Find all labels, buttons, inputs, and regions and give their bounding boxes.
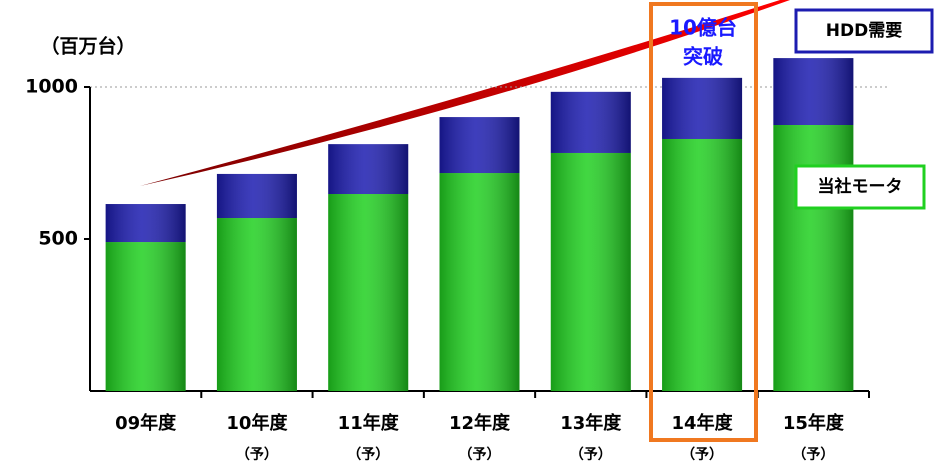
bar-shading — [105, 204, 186, 243]
legend-label: HDD需要 — [826, 21, 902, 41]
bar-shading — [439, 173, 520, 391]
x-tick-note: （予） — [347, 447, 389, 463]
bar-shading — [550, 152, 631, 391]
y-axis-label: （百万台） — [40, 35, 135, 58]
x-tick-label: 12年度 — [449, 412, 511, 434]
legend-label: 当社モータ — [818, 176, 903, 197]
bar-shading — [439, 117, 520, 174]
x-tick-label: 14年度 — [672, 412, 734, 434]
growth-arrow — [140, 0, 790, 186]
legend-box — [794, 8, 934, 54]
x-tick-note: （予） — [681, 447, 723, 463]
x-tick-label: 15年度 — [783, 412, 845, 434]
x-tick-label: 10年度 — [226, 412, 288, 434]
bar-shading — [105, 242, 186, 391]
y-tick-label: 1000 — [25, 76, 78, 98]
x-tick-label: 11年度 — [338, 412, 400, 434]
x-tick-note: （予） — [459, 447, 501, 463]
bar-shading — [550, 91, 631, 153]
bar-shading — [662, 138, 743, 391]
bar-shading — [328, 194, 409, 391]
x-tick-note: （予） — [792, 447, 834, 463]
bar-shading — [328, 144, 409, 195]
annotation: 突破 — [683, 45, 723, 69]
x-tick-note: （予） — [570, 447, 612, 463]
legend-box — [794, 164, 926, 210]
x-tick-note: （予） — [236, 447, 278, 463]
bar-shading — [216, 173, 297, 219]
x-tick-label: 13年度 — [560, 412, 622, 434]
highlight-box — [649, 2, 758, 442]
x-tick-label: 09年度 — [115, 412, 177, 434]
bar-shading — [662, 77, 743, 139]
bar-shading — [216, 218, 297, 391]
y-tick-label: 500 — [38, 228, 78, 250]
bar-shading — [773, 58, 854, 126]
annotation: 10億台 — [669, 16, 737, 40]
